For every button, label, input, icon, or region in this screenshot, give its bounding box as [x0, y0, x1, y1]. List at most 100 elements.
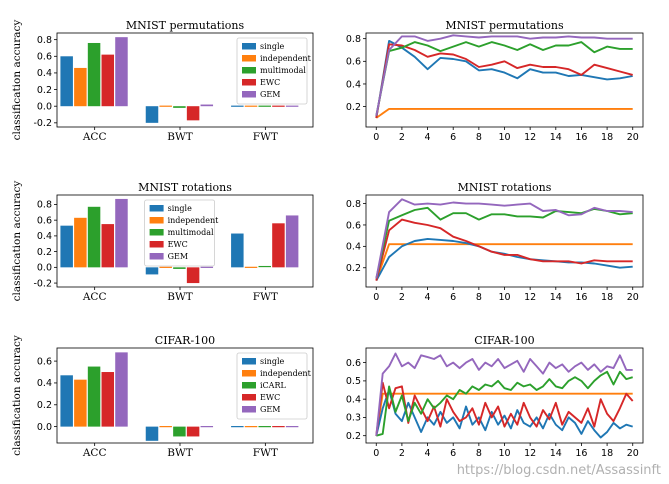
x-tick-label: 20 [627, 132, 639, 143]
x-tick-label: 14 [550, 132, 562, 143]
bar-single [231, 105, 244, 107]
bar-icarl [258, 426, 271, 428]
bar-independent [159, 426, 172, 428]
bar-panel-4: CIFAR-100 classification accuracy 0.6 0.4 0.… [11, 334, 314, 459]
x-tick-label: 14 [550, 448, 562, 459]
y-tick-label: 0.0 [37, 263, 52, 274]
series-line-ewc [375, 218, 633, 281]
y-tick-label: 0.8 [37, 200, 52, 211]
plot-frame [56, 32, 314, 128]
legend-label: single [260, 357, 284, 366]
x-tick-label: 18 [601, 292, 613, 303]
y-tick-label: 0.2 [346, 263, 361, 274]
y-tick-label: 0.8 [346, 34, 361, 45]
x-tick-label: 6 [450, 448, 456, 459]
x-category-label: BWT [167, 447, 193, 459]
bar-ewc [101, 224, 115, 268]
legend-box [236, 352, 308, 420]
bar-panel-0: MNIST permutations classification accurac… [11, 19, 314, 143]
x-tick-label: 8 [476, 132, 482, 143]
y-tick-label: 0.6 [346, 220, 361, 231]
legend-label: EWC [168, 240, 188, 249]
bar-multimodal [258, 105, 271, 107]
series-line-multimodal [375, 206, 633, 279]
series-line-gem [375, 198, 633, 279]
y-axis-label: classification accuracy [11, 181, 23, 302]
x-tick-label: 8 [476, 448, 482, 459]
legend-swatch [149, 229, 164, 236]
legend-swatch [149, 253, 164, 260]
x-tick-label: 18 [601, 132, 613, 143]
panel-title: MNIST rotations [138, 181, 232, 194]
x-category-label: ACC [82, 291, 107, 303]
bar-gem [285, 426, 299, 428]
series-line-icarl [376, 370, 633, 437]
y-tick-label: 0.3 [346, 413, 361, 424]
legend-label: EWC [260, 78, 280, 87]
bar-ewc [186, 106, 200, 121]
x-tick-label: 2 [399, 448, 405, 459]
legend-swatch [242, 55, 256, 62]
line-panel-1: MNIST permutations 0.8 0.6 0.4 0.2 0 2 4 6 8 10 12 1… [346, 19, 644, 143]
bar-gem [115, 37, 128, 107]
bar-ewc [101, 54, 115, 107]
legend-label: GEM [260, 90, 280, 99]
bar-multimodal [87, 42, 101, 107]
y-axis-label: classification accuracy [11, 20, 23, 141]
x-tick-label: 0 [373, 132, 379, 143]
bar-gem [285, 215, 299, 268]
legend-label: independent [260, 54, 312, 63]
x-category-label: ACC [82, 131, 107, 143]
x-tick-label: 12 [524, 132, 536, 143]
bar-single [60, 225, 73, 268]
legend-swatch [242, 370, 256, 377]
bar-gem [115, 352, 128, 427]
x-tick-label: 4 [425, 292, 431, 303]
plot-frame [56, 347, 314, 444]
x-tick-label: 0 [373, 292, 379, 303]
legend-label: independent [168, 216, 220, 225]
legend-label: iCARL [260, 381, 286, 390]
series-line-independent [375, 243, 633, 281]
x-tick-label: 20 [627, 448, 639, 459]
bar-gem [200, 426, 214, 428]
bar-single [231, 233, 244, 268]
legend-label: single [168, 204, 192, 213]
legend-swatch [149, 217, 164, 224]
bar-gem [200, 266, 214, 268]
series-line-ewc [375, 43, 633, 119]
bar-gem [200, 104, 214, 107]
bar-single [145, 267, 159, 275]
bar-icarl [173, 426, 186, 437]
y-tick-label: 0.8 [346, 199, 361, 210]
bar-independent [244, 426, 258, 428]
legend-swatch [242, 394, 256, 401]
bar-ewc [272, 426, 285, 428]
legend-swatch [149, 205, 164, 212]
series-line-gem [375, 34, 633, 116]
bar-ewc [272, 105, 285, 107]
x-tick-label: 18 [601, 448, 613, 459]
bar-independent [74, 379, 87, 427]
legend-swatch [149, 241, 164, 248]
legend-box [236, 37, 308, 105]
x-tick-label: 8 [476, 292, 482, 303]
panel-title: MNIST permutations [445, 19, 564, 32]
series-line-single [375, 237, 633, 282]
bar-independent [74, 67, 87, 107]
y-tick-label: 0.4 [37, 378, 52, 389]
bar-independent [244, 266, 258, 268]
series-line-independent [375, 392, 633, 436]
bar-multimodal [87, 206, 101, 268]
y-tick-label: 0.4 [346, 79, 361, 90]
bar-gem [115, 198, 128, 268]
y-tick-label: 0.2 [37, 400, 52, 411]
series-line-independent [375, 107, 633, 119]
legend-box [144, 199, 216, 267]
y-tick-label: 0.4 [346, 394, 361, 405]
bar-ewc [186, 426, 200, 437]
x-category-label: BWT [167, 291, 193, 303]
watermark: https://blog.csdn.net/Assassinft [456, 463, 661, 478]
x-tick-label: 20 [627, 292, 639, 303]
